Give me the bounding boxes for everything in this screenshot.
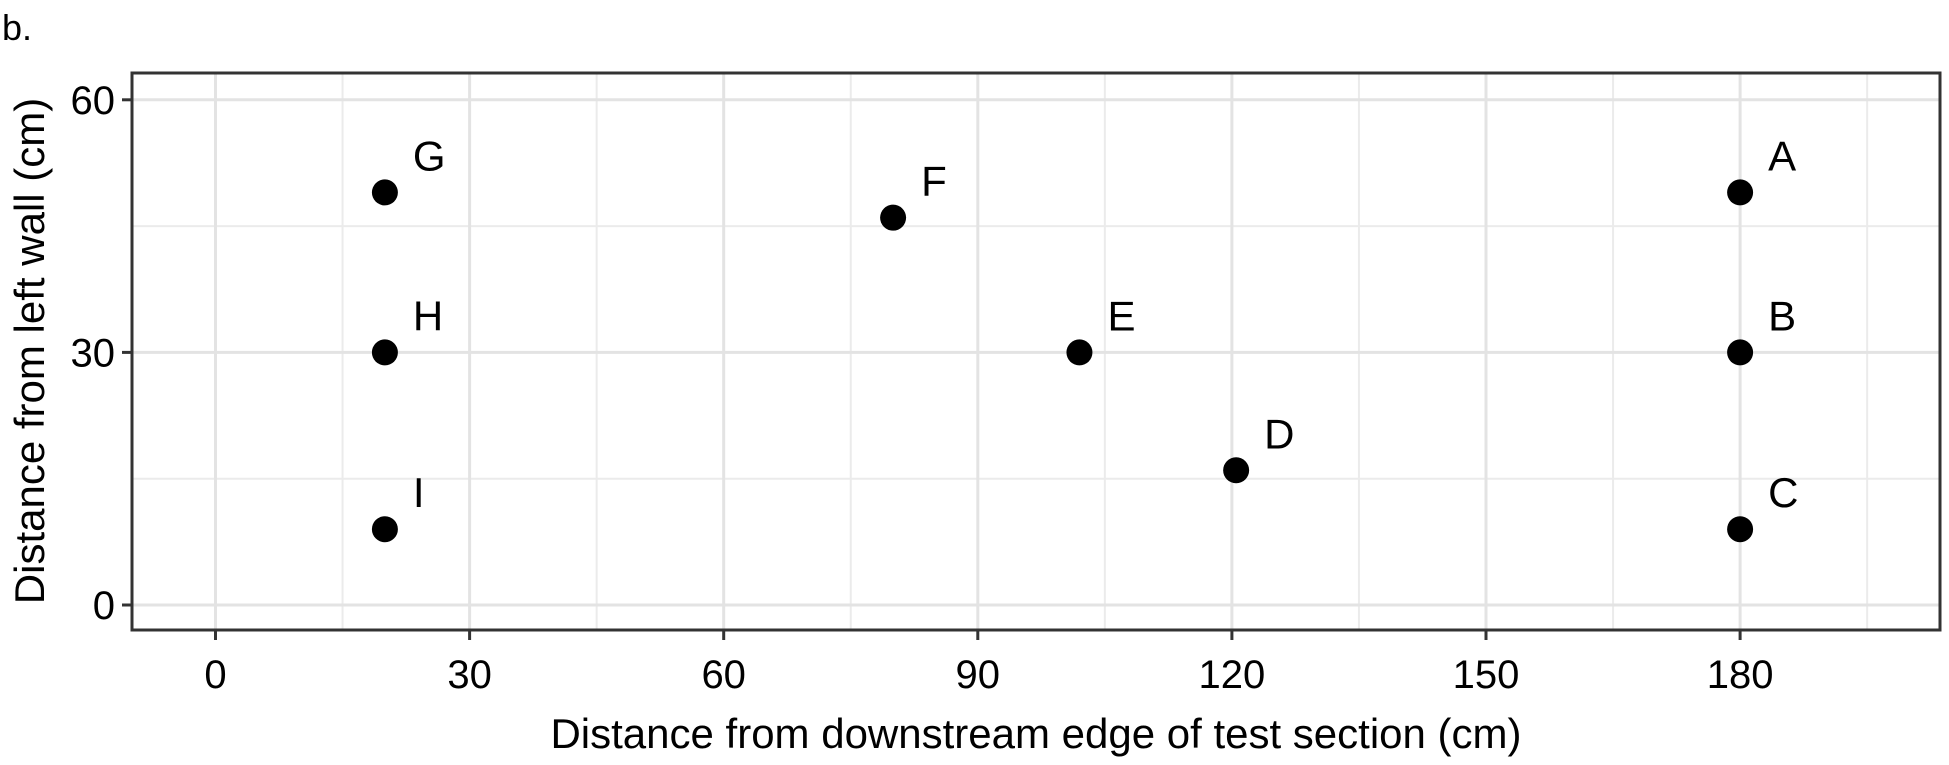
x-tick-label: 120	[1199, 653, 1266, 697]
data-points: A B C D E F G H I	[371, 132, 1798, 543]
y-tick-label: 0	[93, 584, 115, 628]
data-point	[1066, 339, 1093, 366]
x-tick-label: 60	[701, 653, 746, 697]
data-point	[1727, 179, 1754, 206]
y-tick-label: 30	[71, 331, 116, 375]
x-axis-title: Distance from downstream edge of test se…	[550, 710, 1521, 757]
data-point	[371, 339, 398, 366]
y-axis-title: Distance from left wall (cm)	[6, 98, 53, 604]
point-label: B	[1768, 292, 1796, 339]
grid	[132, 73, 1940, 630]
point-label: A	[1768, 132, 1796, 179]
x-tick-label: 30	[447, 653, 492, 697]
y-tick-label: 60	[71, 79, 116, 123]
data-point	[371, 516, 398, 543]
data-point	[371, 179, 398, 206]
x-tick-label: 180	[1707, 653, 1774, 697]
panel-label: b.	[2, 7, 32, 48]
point-label: G	[413, 132, 446, 179]
point-label: F	[921, 158, 947, 205]
axis-ticks: 0 30 60 90 120 150 180 0 30 60	[71, 79, 1774, 697]
point-label: H	[413, 292, 443, 339]
data-point	[1727, 339, 1754, 366]
x-tick-label: 150	[1453, 653, 1520, 697]
x-tick-label: 0	[204, 653, 226, 697]
data-point	[1727, 516, 1754, 543]
x-tick-label: 90	[956, 653, 1001, 697]
data-point	[880, 204, 907, 231]
point-label: C	[1768, 469, 1798, 516]
point-label: D	[1264, 410, 1294, 457]
point-label: I	[413, 469, 425, 516]
data-point	[1223, 457, 1250, 484]
point-label: E	[1107, 292, 1135, 339]
